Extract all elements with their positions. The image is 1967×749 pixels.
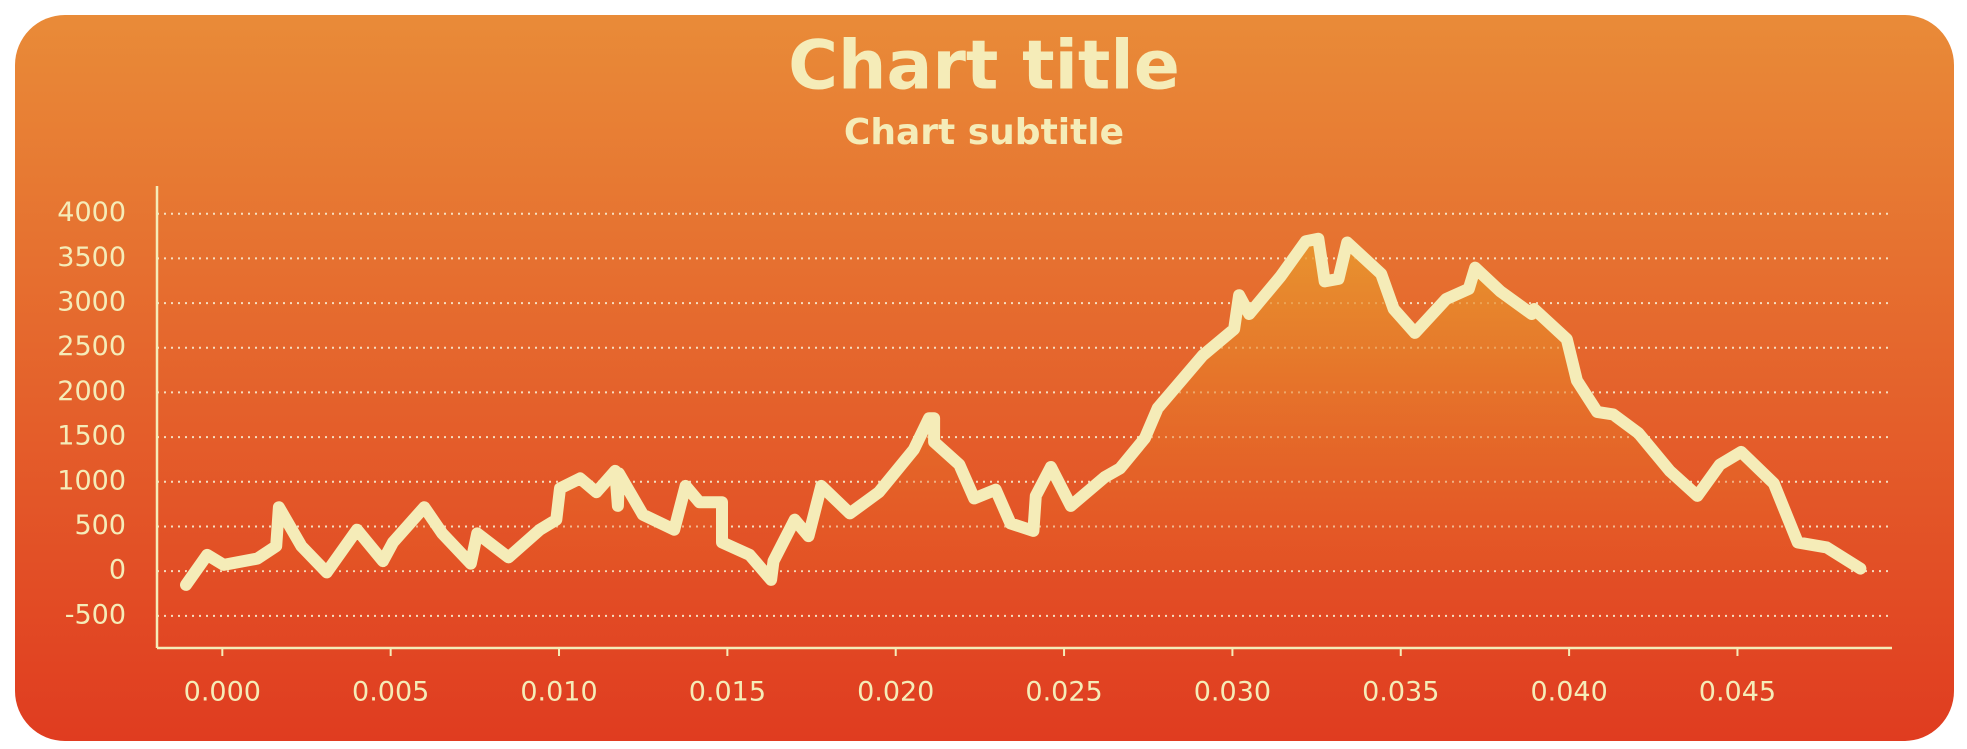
area (186, 238, 1861, 585)
y-tick-label: 3500 (57, 242, 126, 273)
x-tick-label: 0.040 (1530, 677, 1607, 708)
y-tick-label: 2500 (57, 331, 126, 362)
y-tick-label: 4000 (57, 197, 126, 228)
chart-subtitle: Chart subtitle (844, 112, 1124, 153)
x-tick-label: 0.030 (1194, 677, 1271, 708)
x-tick-label: 0.020 (857, 677, 934, 708)
line (180, 232, 1867, 591)
x-tick-label: 0.035 (1362, 677, 1439, 708)
x-tick-label: 0.000 (184, 677, 261, 708)
y-tick-label: 1000 (57, 465, 126, 496)
y-tick-label: 2000 (57, 376, 126, 407)
x-tick-label: 0.045 (1699, 677, 1776, 708)
y-tick-label: 500 (74, 510, 126, 541)
y-tick-label: -500 (65, 599, 126, 630)
x-tick-label: 0.015 (689, 677, 766, 708)
y-tick-label: 0 (109, 555, 126, 586)
x-tick-label: 0.025 (1025, 677, 1102, 708)
x-tick-label: 0.005 (352, 677, 429, 708)
x-tick-label: 0.010 (520, 677, 597, 708)
y-tick-label: 3000 (57, 287, 126, 318)
chart-title: Chart title (788, 27, 1180, 106)
y-tick-label: 1500 (57, 421, 126, 452)
